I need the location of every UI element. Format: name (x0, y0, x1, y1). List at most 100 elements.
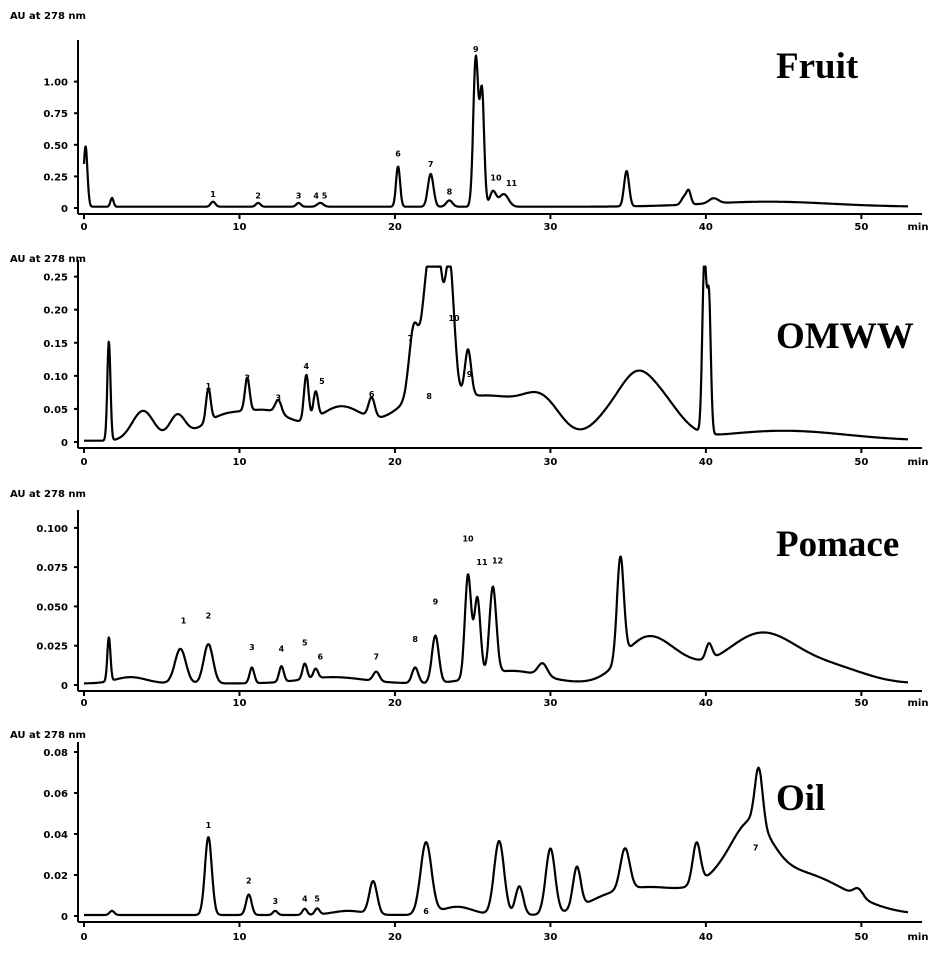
chromatogram-trace (83, 265, 909, 442)
y-tick-label: 0.100 (36, 524, 68, 535)
y-tick-label: 0.08 (43, 748, 68, 759)
peak-label: 10 (448, 314, 460, 323)
chromatogram-trace (83, 555, 909, 685)
x-axis-unit-label: min (908, 222, 929, 233)
y-axis-label: AU at 278 nm (10, 730, 86, 741)
y-tick-label: 0 (61, 438, 68, 449)
x-tick-label: 30 (543, 222, 557, 233)
chromatogram-trace (83, 766, 909, 917)
y-tick-label: 0.05 (43, 405, 68, 416)
chart-panel-4: AU at 278 nm Oil 0 0.02 0.04 0.06 0.08 0 10 20 30 4… (10, 730, 928, 943)
x-axis-unit-label: min (908, 932, 929, 943)
x-tick-label: 40 (699, 932, 713, 943)
y-axis-label: AU at 278 nm (10, 11, 86, 22)
peak-label: 7 (373, 652, 379, 661)
x-tick-label: 10 (233, 698, 247, 709)
x-tick-label: 0 (81, 932, 88, 943)
y-tick-label: 0.050 (36, 602, 68, 613)
peak-label: 8 (426, 392, 432, 401)
peak-label: 9 (473, 45, 479, 54)
peak-label: 3 (276, 393, 282, 402)
peak-label: 4 5 (313, 191, 327, 200)
x-tick-label: 50 (854, 932, 868, 943)
x-axis-unit-label: min (908, 698, 929, 709)
peak-label: 6 (318, 652, 324, 661)
peak-label: 12 (492, 557, 503, 566)
peak-label: 1 (210, 190, 216, 199)
panel-title: OMWW (776, 316, 914, 357)
y-tick-label: 0 (61, 681, 68, 692)
y-tick-label: 0.50 (43, 141, 68, 152)
y-tick-label: 0.025 (36, 642, 68, 653)
peak-label: 2 (246, 876, 252, 885)
y-tick-label: 1.00 (43, 78, 68, 89)
peak-label: 4 (304, 362, 310, 371)
x-tick-label: 50 (854, 222, 868, 233)
y-tick-label: 0.25 (43, 273, 68, 284)
chart-panel-3: AU at 278 nm Pomace 0 0.025 0.050 0.075 0.100 0… (10, 489, 928, 709)
y-tick-label: 0 (61, 204, 68, 215)
x-tick-label: 0 (81, 457, 88, 468)
peak-label: 7 (753, 843, 759, 852)
x-tick-label: 30 (543, 932, 557, 943)
peak-label: 6 (369, 390, 375, 399)
peak-label: 1 (206, 382, 212, 391)
peak-label: 1 (206, 821, 212, 830)
peak-label: 8 (412, 635, 418, 644)
y-tick-label: 0.20 (43, 306, 68, 317)
peak-label: 2 (244, 373, 250, 382)
peak-label: 11 (476, 558, 488, 567)
x-tick-label: 40 (699, 457, 713, 468)
x-tick-label: 40 (699, 698, 713, 709)
y-tick-label: 0.02 (43, 871, 68, 882)
chart-panel-1: AU at 278 nm Fruit 0 0.25 0.50 0.75 1.00 0 10 20 3… (10, 11, 928, 233)
x-tick-label: 30 (543, 698, 557, 709)
peak-label: 3 (296, 191, 302, 200)
chromatogram-trace (82, 54, 909, 208)
y-tick-label: 0.10 (43, 372, 68, 383)
y-tick-label: 0.04 (43, 830, 68, 841)
peak-label: 8 (447, 188, 453, 197)
y-tick-label: 0.075 (36, 563, 68, 574)
peak-label: 5 (302, 638, 308, 647)
peak-label: 11 (506, 179, 518, 188)
y-axis-label: AU at 278 nm (10, 254, 86, 265)
peak-label: 3 (249, 643, 255, 652)
x-tick-label: 50 (854, 457, 868, 468)
x-tick-label: 20 (388, 932, 402, 943)
peak-label: 5 (314, 895, 320, 904)
peak-label: 9 (433, 597, 439, 606)
x-tick-label: 20 (388, 698, 402, 709)
x-tick-label: 20 (388, 457, 402, 468)
y-tick-label: 0.15 (43, 339, 68, 350)
peak-label: 6 (423, 907, 429, 916)
peak-label: 10 (462, 535, 474, 544)
peak-label: 7 (428, 160, 434, 169)
x-axis-unit-label: min (908, 457, 929, 468)
x-tick-label: 50 (854, 698, 868, 709)
peak-label: 2 (255, 191, 261, 200)
peak-label: 1 (181, 616, 187, 625)
x-tick-label: 0 (81, 222, 88, 233)
x-tick-label: 40 (699, 222, 713, 233)
y-axis-label: AU at 278 nm (10, 489, 86, 500)
y-tick-label: 0.06 (43, 789, 68, 800)
panel-title: Fruit (776, 46, 859, 87)
peak-label: 4 (279, 645, 285, 654)
chart-panel-2: AU at 278 nm OMWW 0 0.05 0.10 0.15 0.20 0.25 0 10… (10, 254, 928, 468)
x-tick-label: 0 (81, 698, 88, 709)
x-tick-label: 30 (543, 457, 557, 468)
x-tick-label: 20 (388, 222, 402, 233)
x-tick-label: 10 (233, 457, 247, 468)
x-tick-label: 10 (233, 932, 247, 943)
x-tick-label: 10 (233, 222, 247, 233)
peak-label: 7 (408, 334, 414, 343)
y-tick-label: 0.75 (43, 109, 68, 120)
peak-label: 9 (467, 370, 473, 379)
peak-label: 6 (395, 150, 401, 159)
peak-label: 4 (302, 895, 308, 904)
peak-label: 2 (206, 612, 212, 621)
peak-label: 5 (319, 377, 325, 386)
